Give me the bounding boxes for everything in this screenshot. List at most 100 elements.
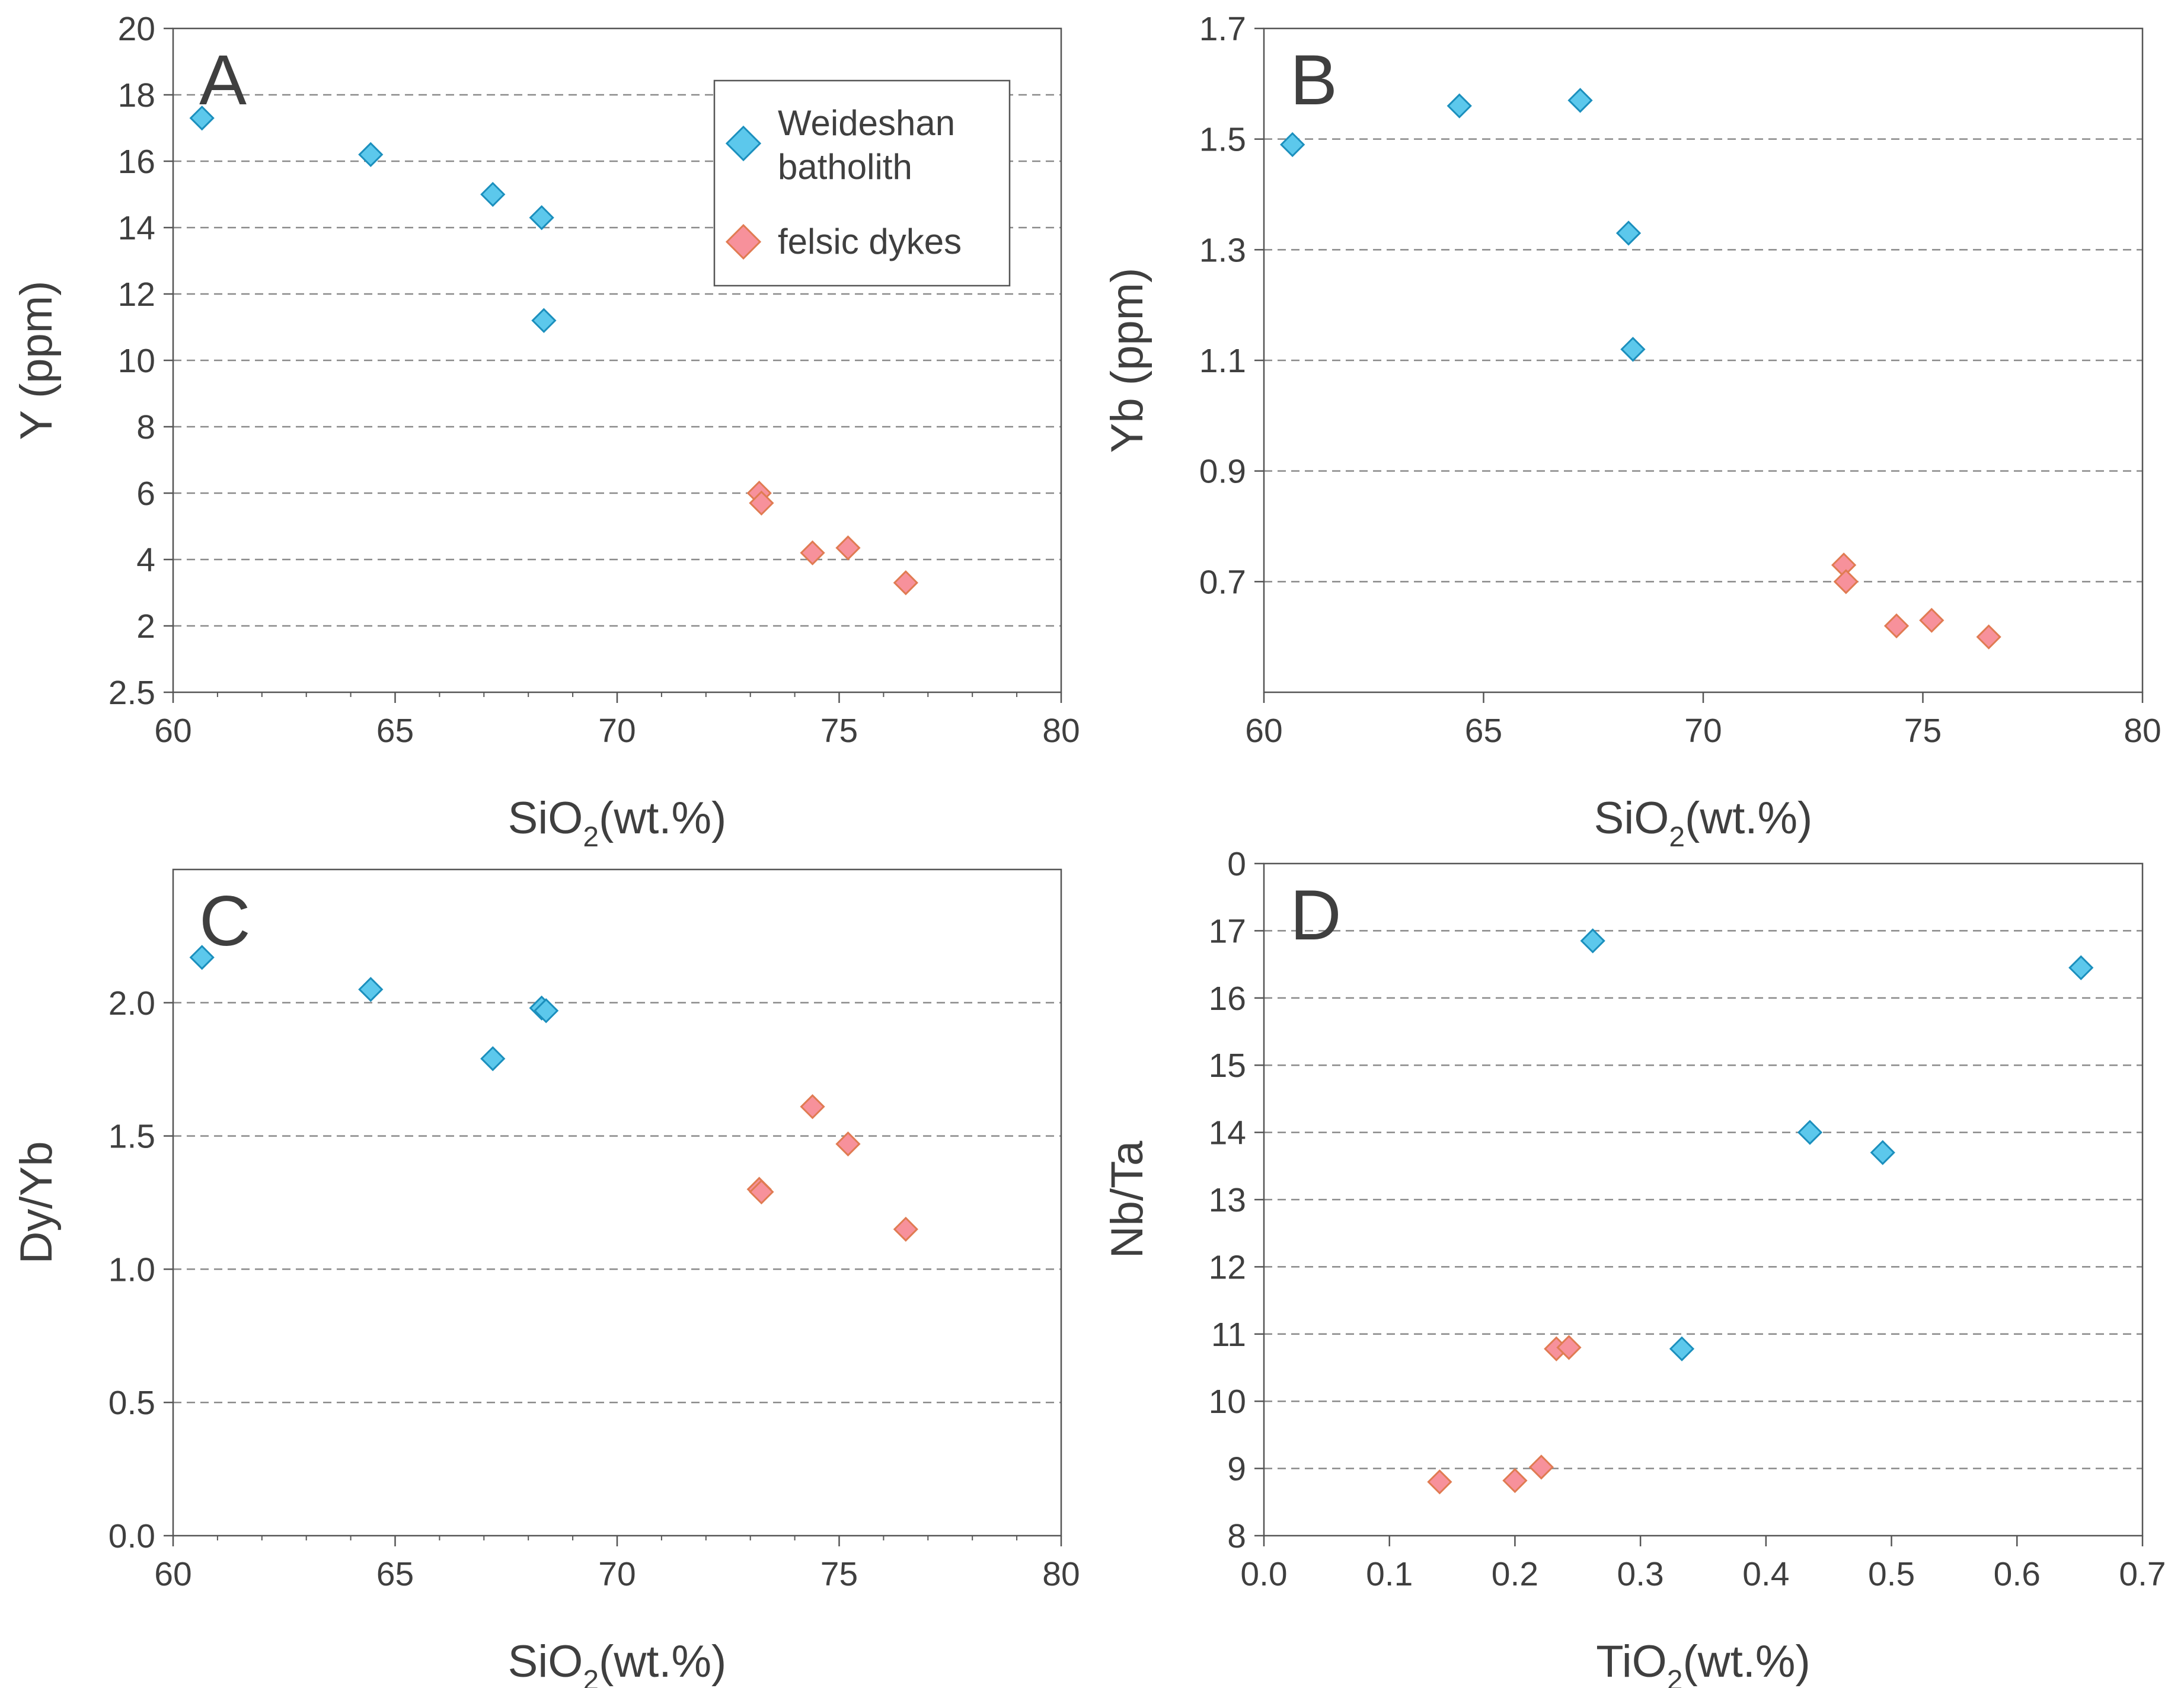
x-axis-title-subscript: 2 (583, 1665, 599, 1688)
panel-letter: D (1290, 875, 1342, 955)
batholith-point (1280, 132, 1305, 158)
y-axis-title: Yb (ppm) (1102, 268, 1152, 453)
y-tick-label: 9 (1227, 1450, 1246, 1488)
y-tick-label: 1.1 (1199, 342, 1246, 380)
y-tick-label: 8 (1227, 1517, 1246, 1555)
y-tick-label: 13 (1209, 1181, 1246, 1219)
y-tick-label: 14 (118, 209, 155, 247)
x-tick-label: 0.2 (1492, 1555, 1538, 1593)
x-tick-label: 60 (1245, 712, 1282, 750)
y-tick-label: 18 (118, 76, 155, 114)
x-tick-label: 70 (598, 1555, 636, 1593)
panel-letter: B (1290, 40, 1337, 120)
x-tick-label: 60 (154, 712, 191, 750)
batholith-point (189, 105, 215, 131)
dyke-point (1427, 1469, 1452, 1495)
batholith-point (1870, 1140, 1895, 1165)
y-tick-label: 17 (1209, 912, 1246, 950)
x-axis-title: SiO2(wt.%) (508, 1636, 727, 1688)
y-tick-label: 20 (118, 10, 155, 48)
y-tick-label: 16 (1209, 980, 1246, 1018)
batholith-point (358, 977, 384, 1002)
y-tick-label: 2 (136, 608, 155, 645)
x-tick-label: 60 (154, 1555, 191, 1593)
x-tick-label: 0.4 (1742, 1555, 1789, 1593)
y-tick-label: 10 (1209, 1383, 1246, 1421)
x-tick-label: 80 (2124, 712, 2161, 750)
batholith-point (1797, 1120, 1823, 1145)
dyke-point (800, 540, 825, 565)
x-tick-label: 75 (1904, 712, 1942, 750)
y-tick-label: 1.3 (1199, 231, 1246, 269)
x-axis-title-unit: (wt.%) (599, 793, 726, 843)
y-tick-label: 12 (118, 276, 155, 314)
x-tick-label: 70 (1684, 712, 1722, 750)
legend-label-line1: Weideshan (778, 103, 955, 143)
y-tick-label: 0 (1227, 845, 1246, 883)
x-axis-title-subscript: 2 (1667, 1665, 1683, 1688)
y-tick-label: 2.0 (108, 984, 155, 1022)
y-tick-label: 6 (136, 475, 155, 513)
batholith-point (1567, 88, 1593, 113)
x-axis-title-unit: (wt.%) (1685, 793, 1812, 843)
batholith-point (2068, 955, 2094, 980)
panel-c: 0.0 0.5 1.0 1.5 2.0 60 65 70 75 80 SiO2(wt.%) Dy/Yb… (11, 868, 1080, 1688)
batholith-point (1620, 337, 1646, 362)
dyke-point (749, 490, 774, 516)
y-tick-label: 2.5 (108, 674, 155, 712)
y-tick-label: 0.9 (1199, 453, 1246, 491)
x-tick-label: 0.3 (1617, 1555, 1664, 1593)
dyke-point (1502, 1468, 1528, 1494)
x-axis-title-main: SiO (508, 1636, 583, 1687)
x-tick-label: 80 (1042, 712, 1080, 750)
y-tick-label: 4 (136, 541, 155, 579)
panel-letter: A (199, 40, 247, 120)
y-tick-label: 0.0 (108, 1517, 155, 1555)
dyke-point (1528, 1454, 1554, 1480)
dyke-point (893, 570, 918, 596)
x-tick-label: 0.1 (1366, 1555, 1413, 1593)
batholith-point (531, 308, 557, 333)
x-axis-title-subscript: 2 (1669, 821, 1685, 853)
y-tick-label: 14 (1209, 1114, 1246, 1152)
panel-d: 8 9 10 11 12 13 14 15 16 17 0 0.0 0.1 0.2 0.3 0.4 0.5 0.6… (1102, 845, 2166, 1688)
x-axis-title-unit: (wt.%) (1683, 1636, 1811, 1687)
dyke-point (1883, 613, 1910, 639)
panel-letter: C (199, 881, 251, 961)
batholith-point (1615, 220, 1642, 246)
x-tick-label: 75 (820, 712, 858, 750)
batholith-point (1447, 93, 1472, 119)
x-tick-label: 0.0 (1240, 1555, 1287, 1593)
plot-frame (172, 868, 1062, 1537)
legend-label-line1: felsic dykes (778, 222, 962, 261)
legend-dyke-marker (725, 223, 762, 260)
dyke-point (800, 1094, 825, 1120)
dyke-point (893, 1216, 918, 1242)
y-tick-label: 0.7 (1199, 563, 1246, 601)
y-axis-title: Y (ppm) (11, 281, 62, 440)
panel-b: 0.7 0.9 1.1 1.3 1.5 1.7 60 65 70 75 80 SiO2(wt.%) Yb… (1102, 10, 2161, 853)
x-axis-title: SiO2(wt.%) (1594, 793, 1813, 853)
x-tick-label: 65 (1465, 712, 1502, 750)
x-axis-title-unit: (wt.%) (599, 1636, 726, 1687)
y-axis-title: Dy/Yb (11, 1142, 62, 1264)
y-tick-label: 0.5 (108, 1384, 155, 1422)
x-axis-title-main: SiO (1594, 793, 1669, 843)
x-axis-title: SiO2(wt.%) (508, 793, 727, 853)
batholith-point (480, 181, 506, 207)
batholith-point (480, 1046, 506, 1072)
legend-label-line2: batholith (778, 147, 912, 187)
legend-batholith-marker (725, 125, 762, 162)
dyke-point (835, 1131, 861, 1157)
dyke-point (1833, 569, 1859, 594)
batholith-point (529, 205, 554, 231)
dyke-point (1976, 624, 2001, 650)
x-tick-label: 65 (376, 712, 414, 750)
x-axis-title-main: SiO (508, 793, 583, 843)
y-tick-label: 12 (1209, 1248, 1246, 1286)
y-tick-label: 15 (1209, 1047, 1246, 1085)
legend-box (713, 79, 1011, 287)
y-tick-label: 1.5 (1199, 121, 1246, 159)
batholith-point (189, 945, 215, 970)
